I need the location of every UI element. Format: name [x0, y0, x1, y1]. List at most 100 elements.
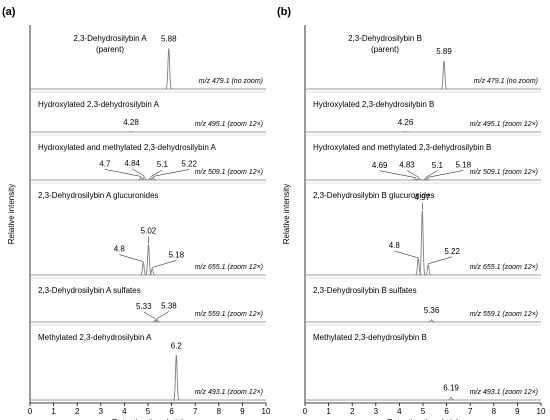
mz-label: m/z 655.1 (zoom 12×) [195, 264, 263, 271]
peak [144, 244, 153, 276]
x-tick-label: 5 [421, 407, 426, 416]
peak-label: 4.97 [415, 193, 431, 202]
trace-name: 2,3-Dehydrosilybin B sulfates [313, 286, 417, 295]
x-tick-label: 10 [262, 407, 271, 416]
peak [137, 176, 145, 181]
leader-line [156, 311, 170, 319]
mz-label: m/z 509.1 (zoom 12×) [470, 169, 538, 176]
x-tick-label: 5 [146, 407, 151, 416]
leader-line [132, 168, 145, 177]
trace-subtitle: (parent) [96, 45, 124, 54]
trace-name: Methylated 2,3-dehydrosilybin B [313, 333, 427, 342]
panel-label: (a) [2, 6, 16, 18]
trace-name: Hydroxylated and methylated 2,3-dehydros… [38, 143, 217, 152]
x-tick-label: 6 [444, 407, 449, 416]
peak-label: 4.26 [398, 118, 414, 127]
x-tick-label: 8 [217, 407, 222, 416]
peak-label: 5.18 [168, 251, 184, 260]
x-tick-label: 1 [326, 407, 331, 416]
peak [421, 178, 429, 181]
y-axis-label: Relative intensity [7, 184, 16, 244]
panel-label: (b) [277, 6, 291, 18]
peak [424, 263, 432, 276]
peak [139, 261, 147, 276]
leader-line [104, 169, 141, 177]
leader-line [427, 170, 464, 178]
leader-line [425, 170, 438, 178]
mz-label: m/z 495.1 (zoom 12×) [470, 121, 538, 128]
peak-label: 4.83 [399, 161, 415, 170]
mz-label: m/z 495.1 (zoom 12×) [195, 121, 263, 128]
peak [414, 257, 422, 276]
peak [149, 176, 157, 181]
leader-line [394, 250, 419, 259]
peak-label: 5.88 [161, 35, 177, 44]
peak [418, 210, 426, 276]
peak-label: 4.69 [372, 161, 388, 170]
trace-subtitle: (parent) [371, 45, 399, 54]
peak-label: 6.2 [171, 341, 183, 350]
mz-label: m/z 559.1 (zoom 12×) [470, 311, 538, 318]
peak [440, 61, 448, 90]
x-tick-label: 2 [75, 407, 80, 416]
peak-label: 4.84 [124, 159, 140, 168]
mz-label: m/z 509.1 (zoom 12×) [195, 169, 263, 176]
trace-name: 2,3-Dehydrosilybin B [348, 34, 422, 43]
peak-label: 5.36 [424, 306, 440, 315]
peak [427, 319, 436, 323]
leader-line [150, 169, 163, 178]
x-axis-label: Retention time (min) [112, 418, 184, 420]
x-tick-label: 0 [303, 407, 308, 416]
x-tick-label: 3 [374, 407, 379, 416]
x-tick-label: 2 [350, 407, 355, 416]
trace-name: Hydroxylated 2,3-dehydrosilybin B [313, 100, 434, 109]
trace-name: 2,3-Dehydrosilybin A [73, 34, 147, 43]
peak-label: 5.22 [181, 160, 197, 169]
peak [423, 177, 431, 181]
peak-label: 6.19 [443, 383, 459, 392]
trace-name: Methylated 2,3-dehydrosilybin A [38, 333, 152, 342]
x-tick-label: 7 [468, 407, 473, 416]
trace-name: 2,3-Dehydrosilybin A glucuronides [38, 191, 159, 200]
x-tick-label: 9 [240, 407, 245, 416]
leader-line [406, 170, 420, 178]
peak-label: 4.8 [389, 241, 401, 250]
peak-label: 5.38 [161, 302, 177, 311]
x-tick-label: 10 [537, 407, 546, 416]
x-tick-label: 8 [492, 407, 497, 416]
peak-label: 5.1 [157, 160, 169, 169]
peak [172, 355, 180, 401]
x-tick-label: 0 [28, 407, 33, 416]
trace-name: 2,3-Dehydrosilybin A sulfates [38, 286, 141, 295]
mz-label: m/z 655.1 (zoom 12×) [470, 264, 538, 271]
peak-label: 4.28 [123, 118, 139, 127]
mz-label: m/z 479.1 (no zoom) [474, 78, 538, 85]
x-tick-label: 4 [397, 407, 402, 416]
peak-label: 5.02 [141, 226, 157, 235]
leader-line [119, 254, 144, 262]
mz-label: m/z 493.1 (zoom 12×) [470, 389, 538, 396]
peak-label: 5.18 [455, 161, 471, 170]
leader-line [152, 260, 177, 268]
x-tick-label: 9 [515, 407, 520, 416]
peak [412, 178, 420, 181]
trace-name: Hydroxylated and methylated 2,3-dehydros… [313, 143, 491, 152]
trace-name: 2,3-Dehydrosilybin B glucuronides [313, 191, 434, 200]
x-tick-label: 4 [122, 407, 127, 416]
x-tick-label: 7 [193, 407, 198, 416]
x-tick-label: 3 [99, 407, 104, 416]
peak-label: 4.8 [114, 245, 126, 254]
x-tick-label: 6 [169, 407, 174, 416]
mz-label: m/z 559.1 (zoom 12×) [195, 311, 263, 318]
peak [140, 176, 148, 181]
peak-label: 4.7 [99, 160, 111, 169]
mz-label: m/z 493.1 (zoom 12×) [195, 389, 263, 396]
peak-label: 5.1 [432, 161, 444, 170]
peak [165, 48, 173, 90]
trace-name: Hydroxylated 2,3-dehydrosilybin A [38, 100, 160, 109]
peak [148, 267, 156, 276]
leader-line [153, 169, 190, 177]
leader-line [428, 256, 453, 265]
x-axis-label: Retention time (min) [387, 418, 459, 420]
